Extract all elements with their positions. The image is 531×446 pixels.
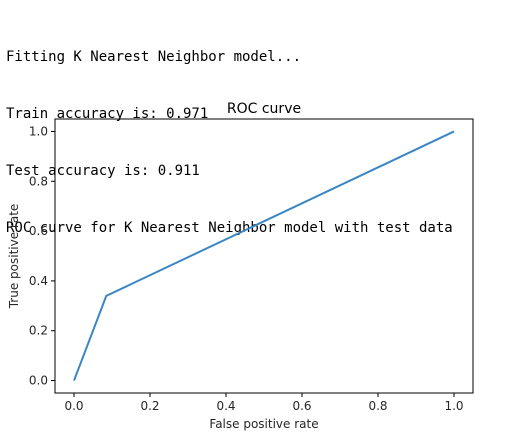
x-tick-label: 0.6 bbox=[292, 399, 311, 413]
console-line-fitting: Fitting K Nearest Neighbor model... bbox=[6, 49, 302, 65]
console-line-test-accuracy: Test accuracy is: 0.911 bbox=[6, 163, 200, 179]
y-axis-ticks: 0.0 0.2 0.4 0.6 0.8 1.0 bbox=[29, 124, 55, 388]
y-tick-label: 1.0 bbox=[29, 124, 48, 138]
x-tick-label: 0.2 bbox=[140, 399, 159, 413]
x-axis-label: False positive rate bbox=[209, 417, 318, 431]
x-tick-label: 0.4 bbox=[216, 399, 235, 413]
y-tick-label: 0.6 bbox=[29, 224, 48, 238]
chart-title: ROC curve bbox=[227, 101, 301, 117]
x-tick-label: 0.8 bbox=[368, 399, 387, 413]
y-tick-label: 0.0 bbox=[29, 374, 48, 388]
y-tick-label: 0.2 bbox=[29, 324, 48, 338]
x-tick-label: 0.0 bbox=[64, 399, 83, 413]
console-output: Fitting K Nearest Neighbor model... Trai… bbox=[6, 10, 453, 257]
y-tick-label: 0.4 bbox=[29, 274, 48, 288]
y-axis-label: True positive rate bbox=[7, 204, 21, 310]
console-line-roc-header: ROC curve for K Nearest Neighbor model w… bbox=[6, 220, 453, 236]
roc-curve-line bbox=[73, 130, 455, 381]
y-tick-label: 0.8 bbox=[29, 174, 48, 188]
x-tick-label: 1.0 bbox=[444, 399, 463, 413]
series-layer bbox=[73, 130, 455, 381]
console-line-train-accuracy: Train accuracy is: 0.971 bbox=[6, 106, 209, 122]
plot-frame bbox=[54, 118, 474, 394]
x-axis-ticks: 0.0 0.2 0.4 0.6 0.8 1.0 bbox=[64, 393, 464, 413]
